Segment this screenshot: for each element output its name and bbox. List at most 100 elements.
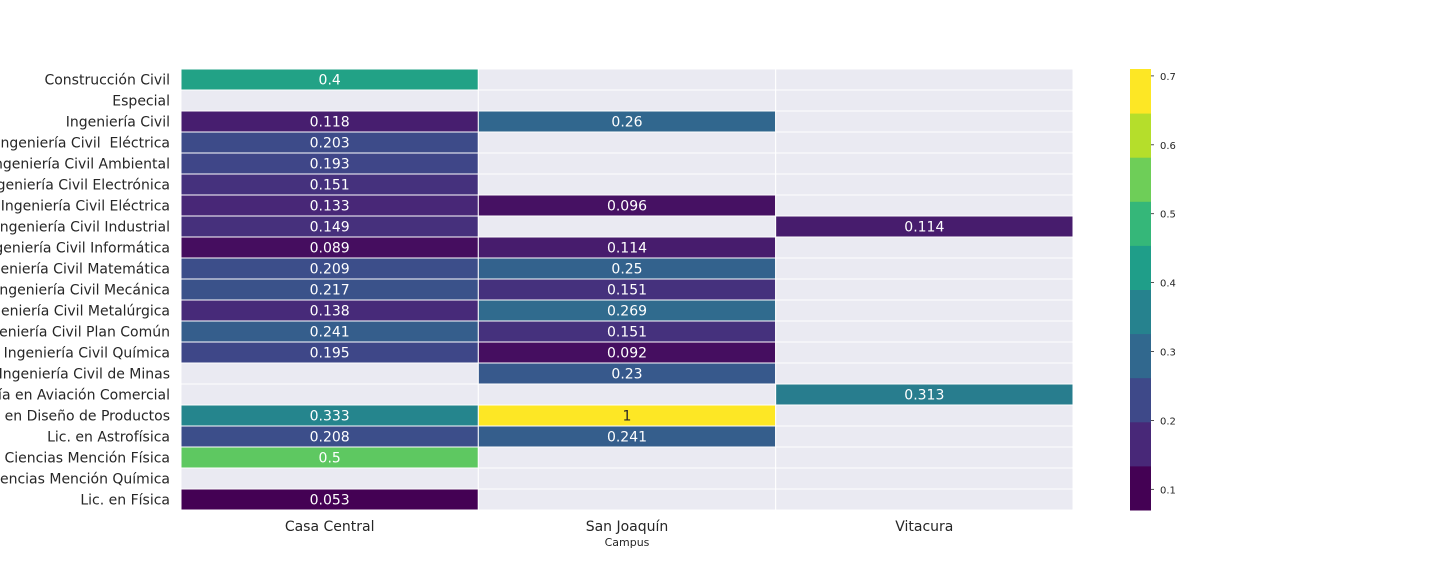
cell-value-label: 0.151 xyxy=(310,178,350,194)
colorbar-band xyxy=(1130,421,1151,467)
colorbar-tick-label: 0.4 xyxy=(1160,279,1176,290)
cell-value-label: 0.092 xyxy=(607,346,647,362)
heatmap-cell xyxy=(775,131,1074,154)
heatmap-cell xyxy=(477,446,777,469)
cell-value-label: 0.096 xyxy=(607,199,647,215)
cell-value-label: 0.151 xyxy=(607,283,647,299)
cell-value-label: 0.5 xyxy=(319,451,341,467)
x-tick-label: Vitacura xyxy=(895,519,953,535)
cell-value-label: 0.089 xyxy=(310,241,350,257)
y-tick-label: Ingeniería Civil Metalúrgica xyxy=(0,304,170,320)
cell-value-label: 0.241 xyxy=(607,430,647,446)
heatmap-cell xyxy=(477,152,777,175)
cell-value-label: 0.138 xyxy=(310,304,350,320)
heatmap-cell xyxy=(775,320,1074,343)
colorbar-band xyxy=(1130,465,1151,511)
heatmap-cell xyxy=(775,110,1074,133)
y-tick-label: Ingeniería Civil Ambiental xyxy=(0,157,170,173)
y-tick-label: Ingeniería Civil Eléctrica xyxy=(0,136,170,152)
heatmap-cell xyxy=(477,173,777,196)
y-tick-label: Ingeniería Civil Química xyxy=(4,346,170,362)
colorbar-band xyxy=(1130,245,1151,290)
heatmap-cell xyxy=(477,488,777,511)
colorbar-tick-label: 0.6 xyxy=(1160,141,1176,152)
y-tick-label: Ingeniería Civil Plan Común xyxy=(0,325,170,341)
heatmap-cell xyxy=(477,131,777,154)
y-tick-label: Especial xyxy=(112,94,170,110)
colorbar-band xyxy=(1130,157,1151,202)
colorbar-tick-label: 0.3 xyxy=(1160,348,1176,359)
colorbar-tick-label: 0.2 xyxy=(1160,416,1176,427)
heatmap-cell xyxy=(775,404,1074,427)
cell-value-label: 0.133 xyxy=(310,199,350,215)
colorbar-tick-label: 0.1 xyxy=(1160,485,1176,496)
heatmap-cell xyxy=(180,467,479,490)
y-tick-label: Ingeniería Civil de Minas xyxy=(0,367,170,383)
colorbar-tick-label: 0.5 xyxy=(1160,210,1176,221)
colorbar-band xyxy=(1130,113,1151,158)
cell-value-label: 0.053 xyxy=(310,493,350,509)
heatmap-cell xyxy=(775,173,1074,196)
cell-value-label: 0.333 xyxy=(310,409,350,425)
heatmap-cell xyxy=(775,89,1074,112)
heatmap-cell xyxy=(775,467,1074,490)
heatmap-cell xyxy=(775,152,1074,175)
x-tick-label: San Joaquín xyxy=(586,519,669,535)
y-tick-label: Lic. en Ciencias Mención Física xyxy=(0,451,170,467)
heatmap-cell xyxy=(775,488,1074,511)
heatmap-cell xyxy=(477,215,777,238)
heatmap-cell xyxy=(775,257,1074,280)
colorbar-band xyxy=(1130,201,1151,246)
heatmap-cell xyxy=(775,194,1074,217)
cell-value-label: 0.114 xyxy=(607,241,647,257)
heatmap-cell xyxy=(477,383,777,406)
heatmap-cell xyxy=(180,383,479,406)
y-tick-label: Ingeniería Civil Electrónica xyxy=(0,178,170,194)
y-tick-label: Lic. en Ciencias Mención Química xyxy=(0,472,170,488)
cell-value-label: 0.114 xyxy=(904,220,944,236)
heatmap-cell xyxy=(775,341,1074,364)
cell-value-label: 0.25 xyxy=(611,262,642,278)
cell-value-label: 0.269 xyxy=(607,304,647,320)
y-tick-label: Ingeniería Civil xyxy=(66,115,170,131)
y-tick-label: Lic. en Astrofísica xyxy=(47,430,170,446)
heatmap-cell xyxy=(180,89,479,112)
heatmap-cells: 0.4 0.118 0.26 0.203 0.193 0.151 0.133 0.096 0.1… xyxy=(180,68,1074,511)
heatmap-cell xyxy=(477,89,777,112)
cell-value-label: 0.313 xyxy=(904,388,944,404)
y-tick-label: Ingeniería en Aviación Comercial xyxy=(0,388,170,404)
x-tick-label: Casa Central xyxy=(285,519,375,535)
heatmap-cell xyxy=(775,299,1074,322)
heatmap-cell xyxy=(775,446,1074,469)
colorbar-band xyxy=(1130,289,1151,335)
colorbar-band xyxy=(1130,333,1151,379)
y-tick-label: Ingeniería Civil Industrial xyxy=(0,220,170,236)
colorbar-band xyxy=(1130,69,1151,114)
y-axis-labels: Construcción Civil Especial Ingeniería Civ… xyxy=(0,73,170,509)
heatmap-cell xyxy=(477,68,777,91)
cell-value-label: 0.4 xyxy=(319,73,341,89)
heatmap-cell xyxy=(477,467,777,490)
y-tick-label: Ingeniería Civil Mecánica xyxy=(0,283,170,299)
heatmap-cell xyxy=(775,236,1074,259)
cell-value-label: 0.209 xyxy=(310,262,350,278)
heatmap-cell xyxy=(775,425,1074,448)
cell-value-label: 0.241 xyxy=(310,325,350,341)
colorbar-tick-label: 0.7 xyxy=(1160,72,1176,83)
cell-value-label: 0.118 xyxy=(310,115,350,131)
x-axis-title: Campus xyxy=(605,536,650,549)
colorbar-band xyxy=(1130,377,1151,423)
cell-value-label: 0.193 xyxy=(310,157,350,173)
cell-value-label: 0.23 xyxy=(611,367,642,383)
cell-value-label: 1 xyxy=(623,409,632,425)
x-axis-labels: Casa Central San Joaquín Vitacura xyxy=(285,519,954,535)
y-tick-label: Ingeniería en Diseño de Productos xyxy=(0,409,170,425)
heatmap-cell xyxy=(775,362,1074,385)
cell-value-label: 0.217 xyxy=(310,283,350,299)
cell-value-label: 0.195 xyxy=(310,346,350,362)
cell-value-label: 0.208 xyxy=(310,430,350,446)
y-tick-label: Ingeniería Civil Matemática xyxy=(0,262,170,278)
y-tick-label: Lic. en Física xyxy=(80,493,170,509)
cell-value-label: 0.26 xyxy=(611,115,642,131)
heatmap-cell xyxy=(775,68,1074,91)
